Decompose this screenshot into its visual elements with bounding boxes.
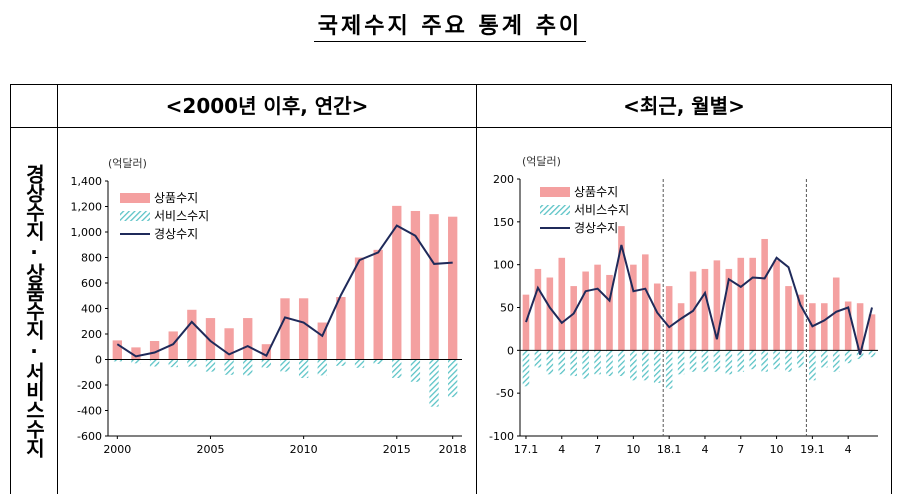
- header-annual: <2000년 이후, 연간>: [165, 94, 369, 118]
- side-label: 경상수지·상품수지·서비스수지: [22, 164, 46, 457]
- header-monthly: <최근, 월별>: [623, 94, 745, 118]
- page-title: 국제수지 주요 통계 추이: [0, 8, 900, 42]
- chart-table: <2000년 이후, 연간> <최근, 월별> 경상수지·상품수지·서비스수지: [10, 84, 892, 494]
- divider-middle: [476, 85, 477, 494]
- divider-header: [11, 127, 891, 128]
- divider-side: [57, 85, 58, 494]
